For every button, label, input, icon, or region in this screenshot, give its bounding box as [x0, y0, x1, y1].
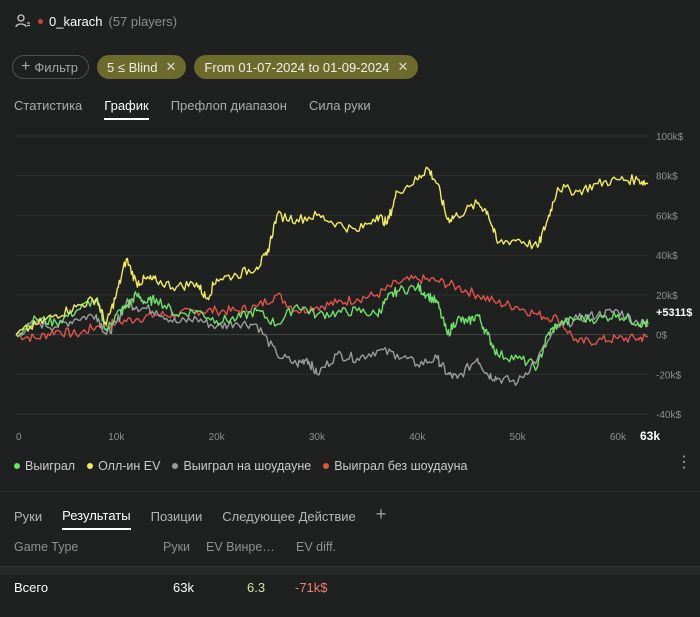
legend-label: Олл-ин EV — [98, 459, 161, 473]
date-filter-chip[interactable]: From 01-07-2024 to 01-09-2024 ✕ — [194, 55, 419, 79]
col-ev-win[interactable]: EV Винре… — [206, 540, 275, 554]
close-icon[interactable]: ✕ — [165, 59, 177, 74]
legend-label: Выиграл — [25, 459, 76, 473]
tab-next-action[interactable]: Следующее Действие — [222, 508, 356, 524]
tab-positions[interactable]: Позиции — [150, 508, 203, 524]
legend-dot — [14, 463, 20, 469]
y-tick-label: -40k$ — [656, 410, 681, 421]
y-tick-label: 40k$ — [656, 251, 678, 262]
header: 0_karach (57 players) — [14, 9, 177, 33]
col-ev-diff[interactable]: EV diff. — [296, 540, 337, 554]
legend-item[interactable]: Олл-ин EV — [87, 459, 160, 473]
chart-legend: Выиграл Олл-ин EV Выиграл на шоудауне Вы… — [14, 459, 468, 473]
status-dot — [38, 18, 43, 24]
series-line — [15, 166, 649, 336]
cell-hands: 63k — [173, 580, 194, 595]
x-tick-label: 40k — [409, 432, 426, 443]
bottom-tabs: Руки Результаты Позиции Следующее Действ… — [14, 504, 386, 533]
results-chart: 100k$ 80k$ 60k$ 40k$ 20k$ 0$ -20k$ -40k$ 0 10k 20k… — [0, 122, 700, 452]
x-tick-label: 20k — [209, 432, 226, 443]
divider — [0, 566, 700, 575]
y-tick-label: 20k$ — [656, 291, 678, 302]
x-tick-label: 30k — [309, 432, 326, 443]
legend-label: Выиграл на шоудауне — [183, 459, 312, 473]
x-tick-label: 10k — [108, 432, 125, 443]
end-value-label: +5311$ — [656, 307, 692, 319]
more-options-icon[interactable]: ⋮ — [676, 454, 692, 471]
series-line — [15, 282, 649, 372]
legend-label: Выиграл без шоудауна — [334, 459, 468, 473]
cell-game-type: Всего — [14, 580, 49, 595]
x-tick-label: 60k — [610, 432, 627, 443]
y-tick-label: 80k$ — [656, 172, 678, 183]
cell-ev-diff: -71k$ — [295, 580, 328, 595]
col-hands[interactable]: Руки — [163, 540, 191, 554]
user-icon — [15, 14, 30, 28]
tab-preflop-range[interactable]: Префлоп диапазон — [170, 98, 287, 113]
blind-filter-chip[interactable]: 5 ≤ Blind ✕ — [97, 55, 187, 79]
legend-item[interactable]: Выиграл — [14, 459, 75, 473]
filter-bar: + Фильтр 5 ≤ Blind ✕ From 01-07-2024 to … — [12, 55, 419, 79]
tab-graph[interactable]: График — [104, 98, 149, 120]
table-row[interactable]: Всего 63k 6.3 -71k$ — [0, 580, 700, 600]
plus-icon: + — [21, 58, 31, 75]
series-line — [15, 274, 649, 346]
username[interactable]: 0_karach — [49, 13, 103, 29]
close-icon[interactable]: ✕ — [397, 59, 409, 74]
legend-dot — [172, 463, 179, 469]
players-count: (57 players) — [108, 13, 178, 29]
tab-results[interactable]: Результаты — [62, 508, 131, 530]
x-end-label: 63k — [640, 429, 660, 443]
main-tabs: Статистика График Префлоп диапазон Сила … — [14, 98, 371, 120]
divider — [0, 491, 700, 492]
cell-ev-win: 6.3 — [247, 580, 266, 595]
legend-dot — [87, 463, 94, 469]
table-header: Game Type Руки EV Винре… EV diff. — [0, 540, 700, 560]
filter-button[interactable]: + Фильтр — [12, 55, 90, 79]
filter-label: Фильтр — [34, 59, 79, 75]
legend-item[interactable]: Выиграл на шоудауне — [172, 459, 311, 473]
legend-item[interactable]: Выиграл без шоудауна — [323, 459, 468, 473]
x-tick-label: 0 — [16, 432, 22, 443]
y-tick-label: 60k$ — [656, 211, 678, 222]
chip-label: From 01-07-2024 to 01-09-2024 — [204, 59, 390, 75]
y-tick-label: 100k$ — [656, 132, 684, 143]
tab-hand-strength[interactable]: Сила руки — [308, 98, 371, 113]
series-line — [15, 297, 649, 386]
col-game-type[interactable]: Game Type — [14, 540, 79, 554]
x-tick-label: 50k — [510, 432, 527, 443]
y-tick-label: 0$ — [656, 331, 668, 342]
tab-hands[interactable]: Руки — [14, 508, 43, 524]
chip-label: 5 ≤ Blind — [107, 59, 158, 75]
add-tab-icon[interactable]: + — [375, 504, 387, 524]
legend-dot — [323, 463, 330, 469]
chart-svg: 100k$ 80k$ 60k$ 40k$ 20k$ 0$ -20k$ -40k$ 0 10k 20k… — [15, 132, 692, 443]
tab-statistics[interactable]: Статистика — [14, 98, 83, 113]
y-tick-label: -20k$ — [656, 370, 681, 381]
